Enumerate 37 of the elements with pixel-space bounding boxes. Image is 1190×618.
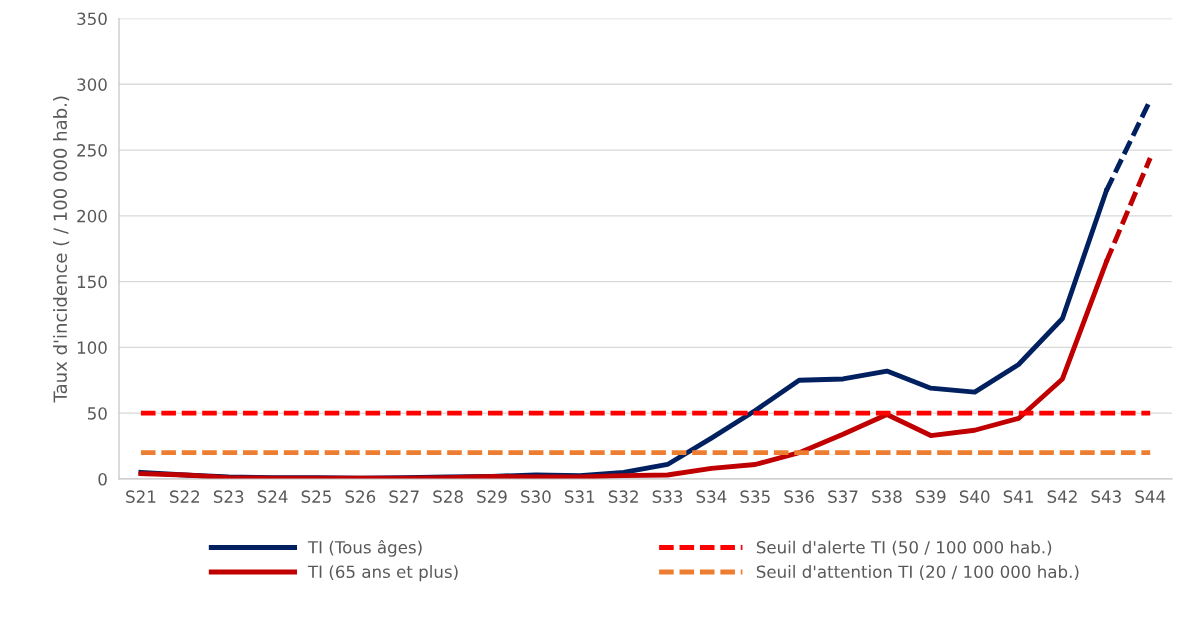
x-tick-label: S24: [257, 490, 288, 503]
x-tick-label: S33: [652, 490, 683, 503]
x-tick-label: S34: [696, 490, 727, 503]
legend-label: TI (Tous âges): [307, 539, 422, 557]
y-tick-label: 200: [77, 209, 107, 223]
y-tick-label: 100: [77, 341, 107, 354]
y-tick-label: 50: [87, 407, 107, 420]
x-tick-label: S31: [564, 490, 595, 503]
y-tick-label: 300: [77, 78, 107, 91]
x-tick-label: S27: [389, 490, 419, 503]
x-tick-label: S44: [1135, 490, 1166, 503]
x-tick-label: S43: [1091, 490, 1121, 503]
x-tick-label: S21: [126, 490, 156, 503]
x-tick-label: S42: [1047, 490, 1077, 503]
legend-label: TI (65 ans et plus): [307, 565, 458, 582]
x-tick-label: S23: [213, 490, 244, 503]
x-tick-label: S37: [828, 490, 858, 503]
y-tick-label: 0: [98, 472, 107, 486]
x-tick-label: S32: [608, 490, 638, 503]
y-tick-label: 150: [77, 275, 107, 289]
x-tick-label: S36: [784, 490, 814, 503]
legend-label: Seuil d'attention TI (20 / 100 000 hab.): [756, 565, 1079, 580]
x-tick-label: S38: [872, 490, 902, 503]
x-tick-label: S22: [170, 490, 200, 503]
x-tick-label: S26: [345, 490, 376, 503]
x-tick-label: S28: [433, 490, 463, 503]
legend-label: Seuil d'alerte TI (50 / 100 000 hab.): [756, 540, 1052, 556]
y-axis-title: Taux d'incidence ( / 100 000 hab.): [53, 96, 70, 403]
x-tick-label: S29: [477, 490, 507, 503]
x-tick-label: S41: [1003, 490, 1033, 503]
y-tick-label: 350: [77, 12, 107, 26]
x-tick-label: S35: [740, 490, 770, 503]
x-tick-label: S40: [959, 490, 990, 503]
x-tick-label: S25: [301, 490, 331, 503]
x-tick-label: S30: [521, 490, 551, 503]
y-tick-label: 250: [77, 144, 107, 157]
x-tick-label: S39: [916, 490, 946, 503]
